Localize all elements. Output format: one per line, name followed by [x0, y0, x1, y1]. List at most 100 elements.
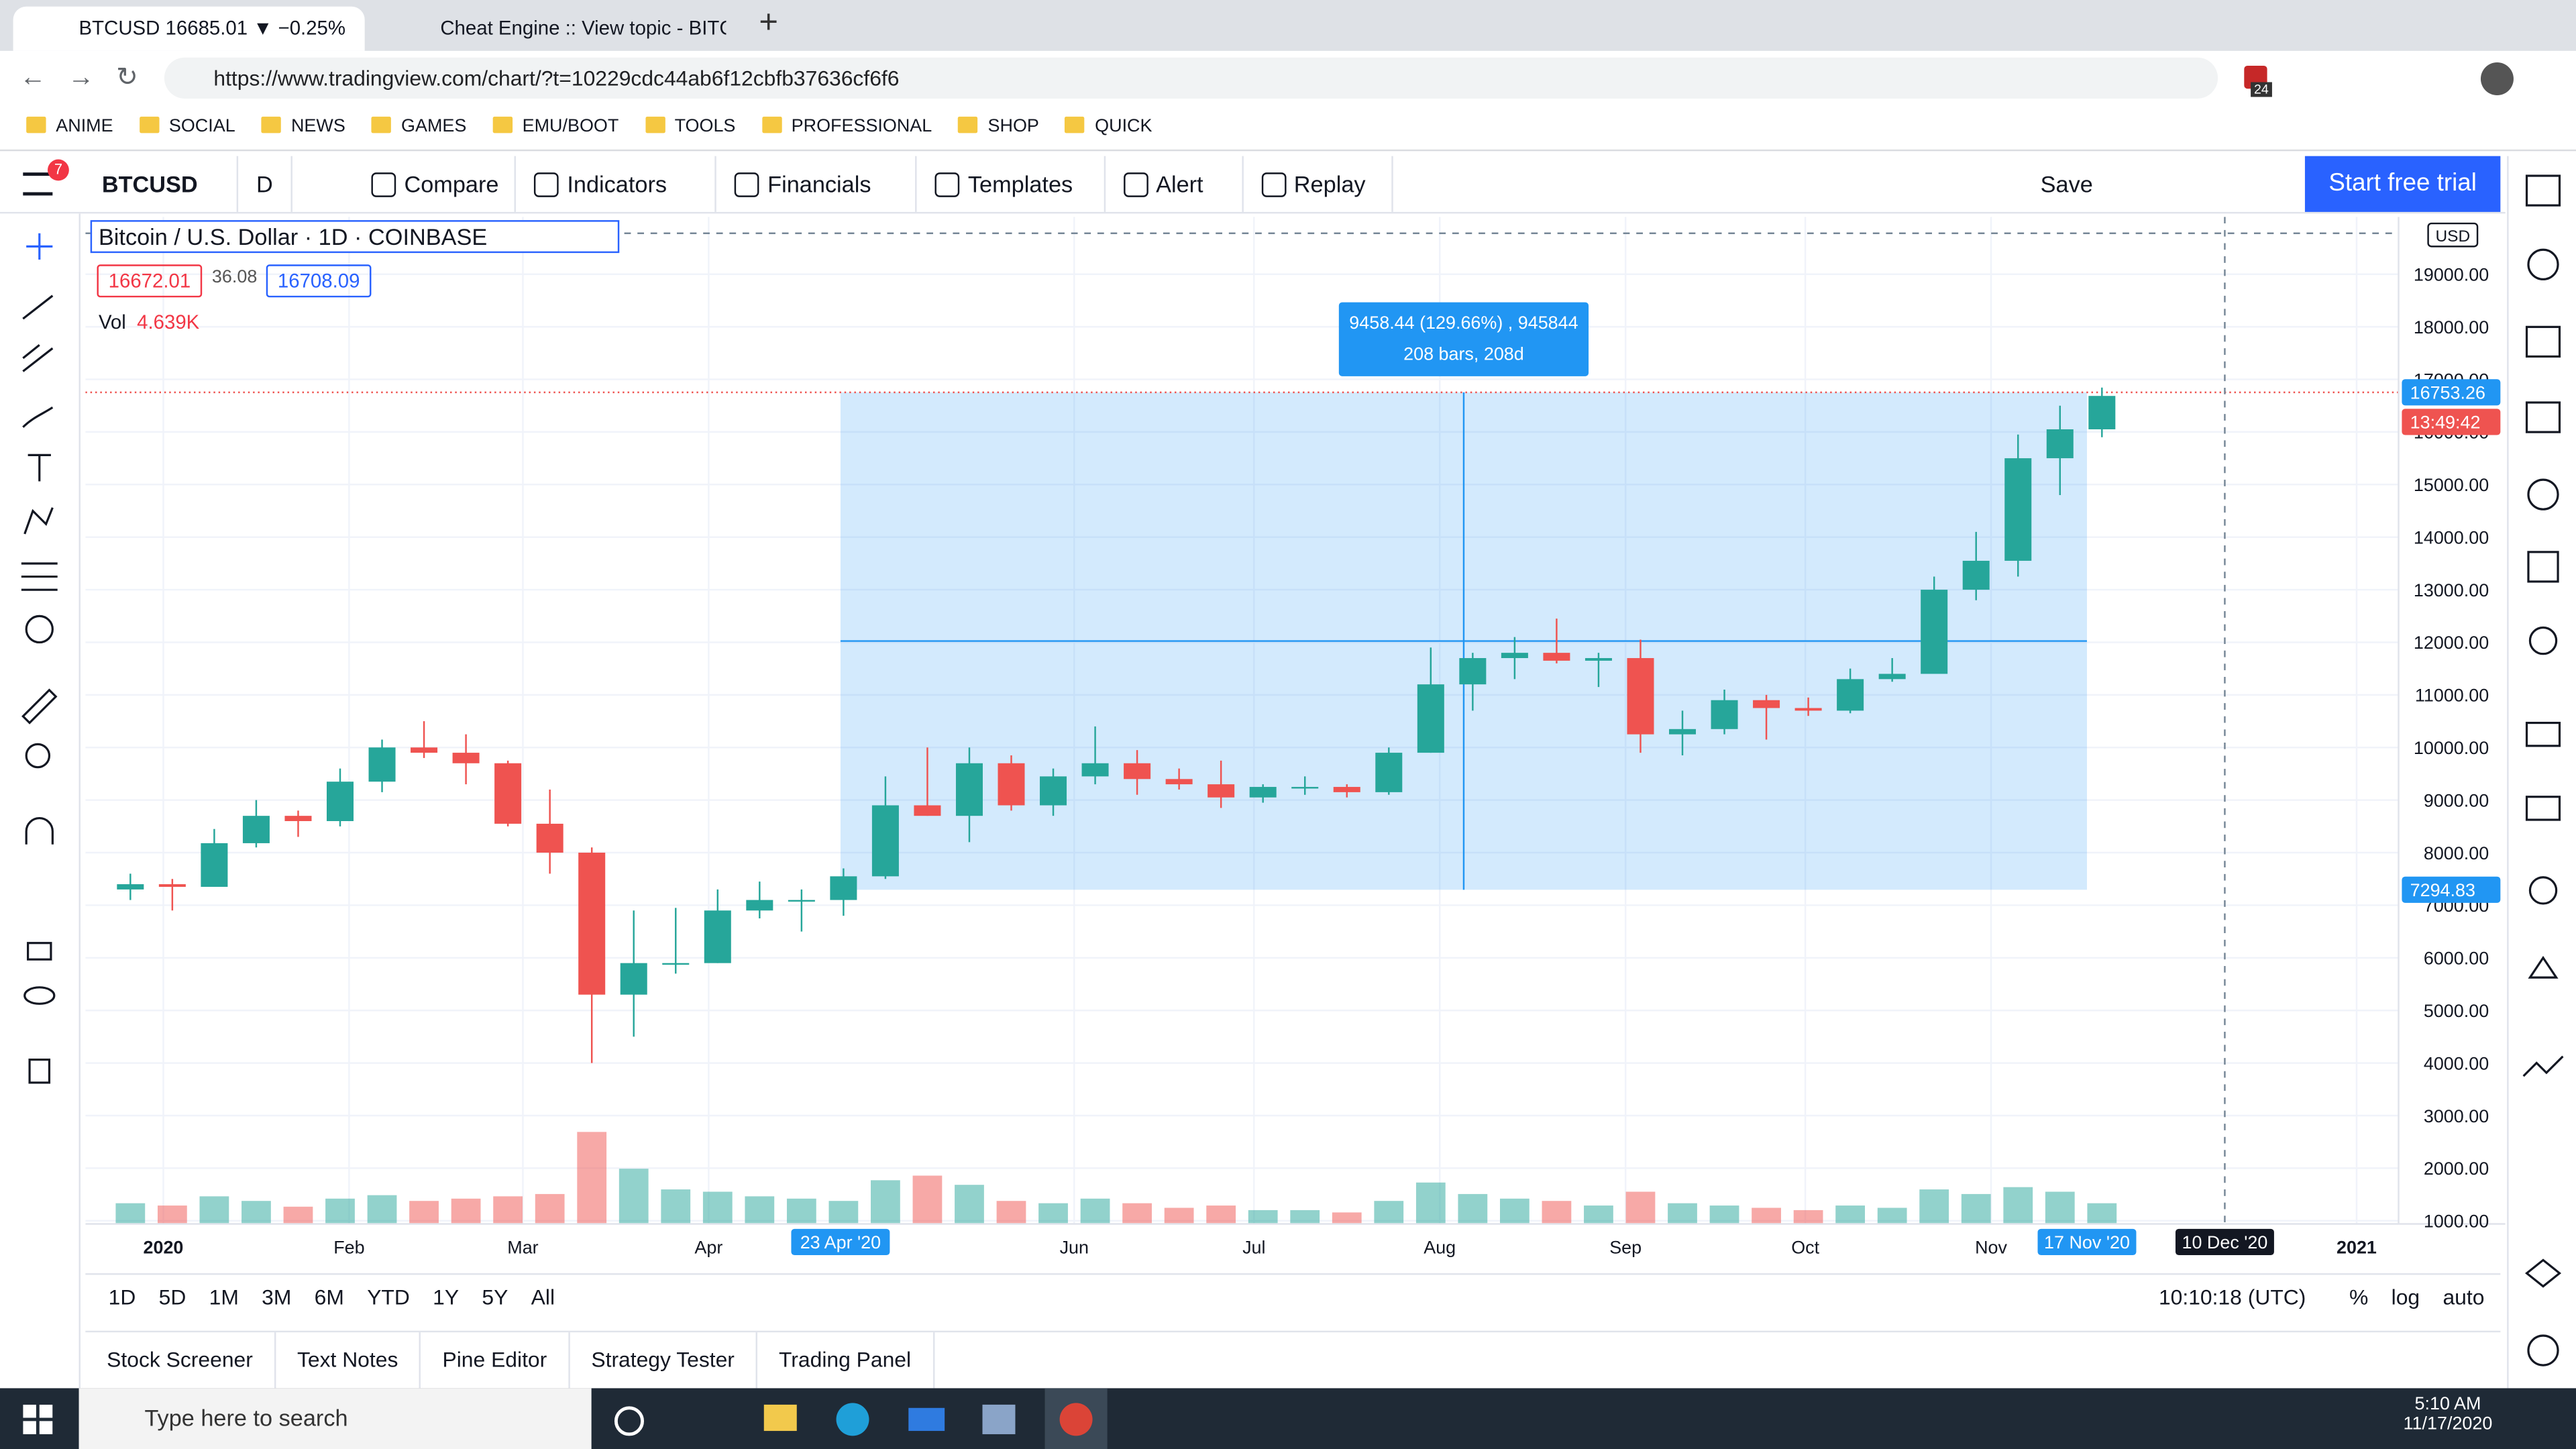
search[interactable]: Type here to search: [78, 1388, 592, 1449]
trend-line-tool[interactable]: [22, 294, 54, 320]
start-trial[interactable]: Start free trial: [2304, 156, 2501, 212]
panel-tab[interactable]: Stock Screener: [85, 1332, 276, 1389]
text-tool[interactable]: [28, 453, 51, 482]
chats[interactable]: [2525, 721, 2561, 747]
data-window[interactable]: [2525, 401, 2561, 433]
menu[interactable]: [23, 172, 53, 196]
legend-interval: 1D: [318, 223, 348, 250]
bookmark[interactable]: SOCIAL: [139, 103, 235, 150]
interval[interactable]: D: [256, 170, 273, 197]
panel-tab[interactable]: Text Notes: [276, 1332, 421, 1389]
pattern-tool[interactable]: [23, 507, 54, 535]
lock-tool[interactable]: [27, 942, 52, 961]
layers[interactable]: [2524, 1258, 2562, 1288]
toolbar-button[interactable]: Financials: [767, 170, 871, 197]
badge: 24: [2251, 82, 2272, 97]
range-button[interactable]: 1Y: [433, 1285, 460, 1309]
range-button[interactable]: 5Y: [482, 1285, 508, 1309]
bid[interactable]: 16672.01: [97, 264, 203, 298]
range-button[interactable]: 6M: [314, 1285, 344, 1309]
scale-button[interactable]: log: [2391, 1285, 2420, 1309]
measure-tool[interactable]: [21, 688, 58, 724]
panel-tab[interactable]: Pine Editor: [421, 1332, 570, 1389]
magnet-tool[interactable]: [25, 817, 54, 845]
alerts[interactable]: [2527, 248, 2559, 280]
icon-tool[interactable]: [25, 614, 54, 644]
toolbar-button[interactable]: Replay: [1293, 170, 1366, 197]
streams[interactable]: [2528, 876, 2558, 905]
nav-buttons[interactable]: ← → ↻: [19, 64, 138, 93]
start[interactable]: [23, 1404, 53, 1434]
candle-body: [1375, 753, 1403, 792]
bookmark[interactable]: TOOLS: [645, 103, 735, 150]
toolbar-button[interactable]: Compare: [404, 170, 499, 197]
chrome[interactable]: [1044, 1388, 1108, 1449]
ideas[interactable]: [2528, 626, 2558, 655]
toolbar-button[interactable]: Templates: [967, 170, 1073, 197]
help[interactable]: [2527, 1334, 2559, 1366]
fib-tool[interactable]: [22, 344, 54, 372]
range-button[interactable]: 1D: [108, 1285, 136, 1309]
bookmark[interactable]: SHOP: [958, 103, 1039, 150]
store[interactable]: [982, 1404, 1016, 1434]
prediction-tool[interactable]: [21, 562, 58, 591]
remove-tool[interactable]: [28, 1059, 51, 1084]
candle-body: [1040, 776, 1067, 806]
bookmark[interactable]: EMU/BOOT: [492, 103, 619, 150]
scale-button[interactable]: %: [2349, 1285, 2369, 1309]
url[interactable]: https://www.tradingview.com/chart/?t=102…: [164, 57, 2218, 99]
range-button[interactable]: YTD: [367, 1285, 410, 1309]
notifications[interactable]: [2528, 955, 2559, 979]
bookmark[interactable]: NEWS: [261, 103, 345, 150]
bookmark[interactable]: ANIME: [26, 103, 113, 150]
panel-tab[interactable]: Strategy Tester: [570, 1332, 758, 1389]
range-button[interactable]: 5D: [158, 1285, 186, 1309]
range-button[interactable]: 3M: [262, 1285, 292, 1309]
countdown: 13:49:42: [2410, 413, 2481, 433]
bookmark[interactable]: GAMES: [371, 103, 466, 150]
range-button[interactable]: 1M: [209, 1285, 239, 1309]
bookmark[interactable]: QUICK: [1065, 103, 1152, 150]
profile[interactable]: [2480, 62, 2514, 96]
legend-box[interactable]: Bitcoin / U.S. Dollar · 1D · COINBASE: [90, 220, 620, 254]
watchlist[interactable]: [2525, 174, 2561, 207]
scale-button[interactable]: auto: [2443, 1285, 2485, 1309]
mail[interactable]: [908, 1407, 945, 1432]
ask[interactable]: 16708.09: [266, 264, 372, 298]
y-tick-label: 13000.00: [2414, 580, 2489, 600]
hotlists[interactable]: [2527, 478, 2559, 511]
toolbar-button[interactable]: Indicators: [567, 170, 667, 197]
range-button[interactable]: All: [531, 1285, 555, 1309]
volume-bar: [1668, 1203, 1697, 1224]
visibility-tool[interactable]: [23, 986, 56, 1005]
messages[interactable]: [2525, 796, 2561, 821]
bookmark[interactable]: PROFESSIONAL: [761, 103, 932, 150]
cortana[interactable]: [614, 1406, 645, 1436]
x-tick-label: Jun: [1060, 1238, 1089, 1258]
calendar[interactable]: [2527, 551, 2559, 583]
volume-bar: [1164, 1208, 1194, 1224]
explorer[interactable]: [763, 1404, 797, 1432]
edge[interactable]: [836, 1403, 869, 1436]
toolbar-button[interactable]: Alert: [1156, 170, 1203, 197]
symbol[interactable]: BTCUSD: [101, 170, 198, 197]
bottom-panels: Stock Screener Text Notes Pine Editor Strat…: [85, 1330, 2501, 1389]
save[interactable]: Save: [2040, 170, 2093, 197]
tab[interactable]: Cheat Engine :: View topic - BITC: [440, 16, 727, 40]
panel-tab[interactable]: Trading Panel: [757, 1332, 934, 1389]
brush-tool[interactable]: [22, 407, 54, 428]
x-tick-label: Aug: [1424, 1238, 1456, 1258]
candle-body: [1837, 679, 1864, 711]
volume-bar: [1752, 1208, 1781, 1224]
zoom-tool[interactable]: [25, 743, 51, 769]
tab[interactable]: BTCUSD 16685.01 ▼ −0.25%: [13, 6, 365, 51]
crosshair-tool[interactable]: [26, 233, 53, 260]
new-tab[interactable]: +: [759, 5, 779, 42]
x-tick-label: Jul: [1242, 1238, 1265, 1258]
candle-body: [871, 805, 899, 877]
volume-bar: [955, 1185, 984, 1224]
date-tag: 10 Dec '20: [2182, 1232, 2268, 1252]
date: 11/17/2020: [2403, 1414, 2493, 1434]
news[interactable]: [2525, 325, 2561, 358]
trading[interactable]: [2522, 1055, 2564, 1077]
